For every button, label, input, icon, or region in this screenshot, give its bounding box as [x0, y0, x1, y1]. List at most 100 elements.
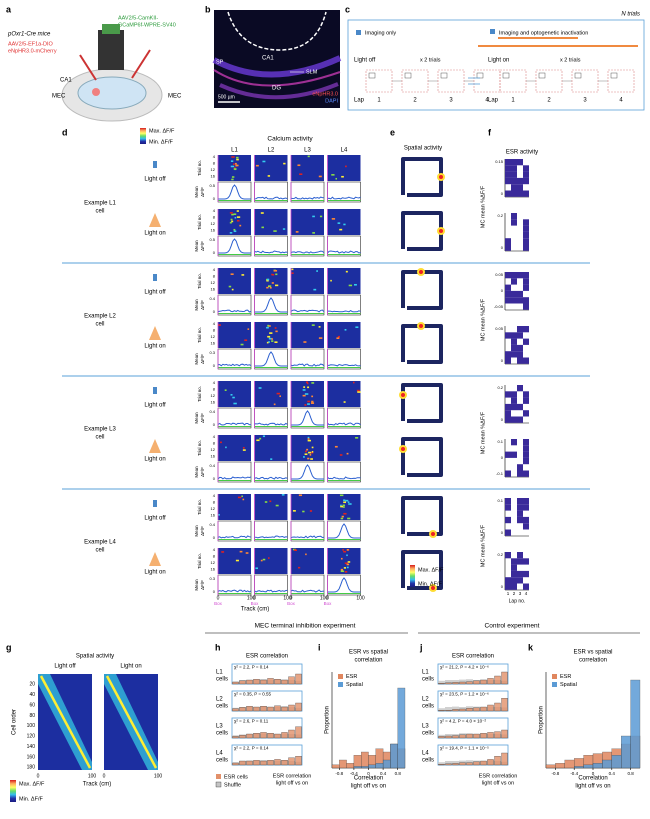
label: Lap [488, 98, 499, 104]
heatmap-spot [311, 395, 314, 398]
heatmap-spot [310, 451, 314, 454]
legend-bar [498, 37, 578, 39]
box-start [574, 72, 582, 79]
label: 1 [377, 98, 381, 104]
hist-bar [555, 763, 565, 769]
esr-cell [505, 351, 511, 358]
heatmap-spot [305, 381, 309, 384]
hist-bar [346, 763, 355, 769]
esr-bar [466, 733, 473, 739]
heatmap-spot [353, 283, 357, 286]
esr-bar [466, 762, 473, 766]
label: 4 [213, 321, 216, 326]
mean-trace [254, 351, 288, 367]
label: Light off [54, 664, 76, 670]
heatmap-spot [232, 396, 235, 399]
esr-bar [494, 731, 501, 739]
heatmap-spot [307, 386, 310, 389]
heatmap-spot [297, 566, 301, 569]
heatmap-spot [275, 330, 278, 333]
spatial-hotspot [439, 229, 443, 233]
light-on-icon [149, 213, 161, 227]
esr-cell [517, 357, 523, 364]
esr-cell [505, 177, 511, 185]
esr-bar [487, 704, 494, 712]
heatmap-spot [291, 268, 294, 271]
label: ΔF/F [200, 241, 205, 251]
x-tick-label: 0.4 [609, 771, 616, 776]
heatmap-spot [340, 504, 342, 507]
label: 0.15 [495, 159, 504, 164]
heatmap-spot [310, 402, 315, 404]
heatmap-spot [331, 174, 335, 176]
injection [131, 49, 151, 79]
esr-cell [505, 284, 511, 291]
label: 12 [211, 447, 216, 452]
label: ESR activity [506, 150, 538, 156]
frame [347, 19, 645, 111]
label: 100 [283, 595, 292, 601]
heatmap-spot [218, 324, 221, 326]
spatial-map [401, 496, 443, 536]
heatmap-spot [230, 394, 233, 396]
esr-cell [511, 570, 517, 578]
label: Example L4 [84, 540, 116, 546]
heatmap-spot [292, 510, 296, 512]
heatmap-spot [259, 437, 262, 440]
label: cell [95, 209, 104, 215]
box-start [476, 72, 484, 79]
label: SP [216, 59, 224, 65]
label: cells [422, 731, 434, 737]
label: 100 [154, 773, 163, 779]
esr-cell [511, 451, 517, 458]
label: Max. ΔF/F [149, 128, 175, 134]
heatmap-spot [291, 272, 294, 274]
esr-bar [295, 702, 302, 712]
esr-cell [517, 464, 523, 471]
heatmap-spot [335, 177, 338, 180]
heatmap-spot [261, 226, 264, 229]
label: Light off [144, 403, 166, 409]
hist-bar [545, 764, 556, 769]
heatmap-spot [346, 554, 348, 557]
heatmap-spot [302, 510, 305, 513]
esr-cell [523, 523, 529, 530]
esr-cell [505, 577, 511, 584]
label: 0 [213, 250, 216, 255]
label: Example L3 [84, 427, 116, 433]
label: Light on [488, 58, 509, 64]
label: 180 [27, 765, 36, 771]
label: 4 [213, 208, 216, 213]
label: 0.2 [497, 552, 503, 557]
spatial-hotspot [419, 324, 423, 328]
esr-bar [267, 733, 274, 739]
mean-trace [217, 309, 252, 313]
heatmap-spot [236, 219, 240, 222]
label: 8 [213, 441, 216, 446]
label: Light off [354, 58, 376, 64]
injection-site [92, 88, 100, 96]
esr-cell [511, 177, 517, 185]
shuffle-bar [452, 680, 459, 684]
esr-cell [523, 225, 529, 232]
heatmap-spot [331, 218, 336, 220]
esr-cell [505, 498, 511, 505]
x-tick-label: -0.4 [570, 771, 578, 776]
heatmap-spot [266, 341, 269, 344]
label: 0 [213, 535, 216, 540]
label: Lap [354, 98, 365, 104]
heatmap [254, 548, 288, 574]
heatmap-spot [225, 446, 227, 449]
stat: χ² = 0.35, P = 0.55 [234, 692, 272, 697]
hist-bar [564, 759, 575, 769]
esr-bar [232, 708, 239, 712]
heatmap-spot [293, 549, 298, 551]
label: Mean [194, 525, 199, 537]
label: L3 [216, 724, 223, 730]
heatmap-spot [340, 505, 344, 508]
esr-bar [239, 707, 246, 712]
esr-bar [487, 759, 494, 766]
label: ΔF/F [200, 354, 205, 364]
label: MEC [52, 94, 66, 100]
hist-bar [574, 766, 584, 769]
